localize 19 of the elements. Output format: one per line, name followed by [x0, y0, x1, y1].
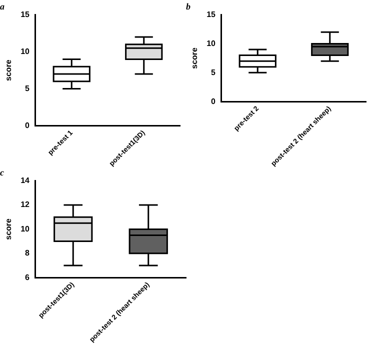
y-axis-title: score — [190, 46, 200, 69]
y-tick-label: 10 — [20, 47, 30, 56]
y-axis-title: score — [4, 59, 14, 81]
y-tick-label: 15 — [20, 10, 30, 20]
y-tick-label: 10 — [20, 224, 30, 234]
y-tick-label: 5 — [25, 84, 30, 93]
chart-title: b — [186, 2, 191, 12]
y-tick-label: 0 — [25, 120, 30, 130]
y-tick-label: 14 — [20, 176, 30, 186]
y-tick-label: 15 — [206, 10, 216, 20]
y-axis-title: score — [4, 218, 14, 240]
y-tick-label: 8 — [25, 248, 30, 258]
chart-title: a — [0, 2, 5, 12]
y-tick-label: 0 — [211, 96, 216, 106]
y-tick-label: 12 — [20, 200, 30, 210]
y-tick-label: 10 — [206, 38, 216, 48]
y-tick-label: 5 — [211, 68, 216, 77]
y-tick-label: 6 — [25, 272, 30, 282]
chart-title: c — [0, 168, 4, 178]
